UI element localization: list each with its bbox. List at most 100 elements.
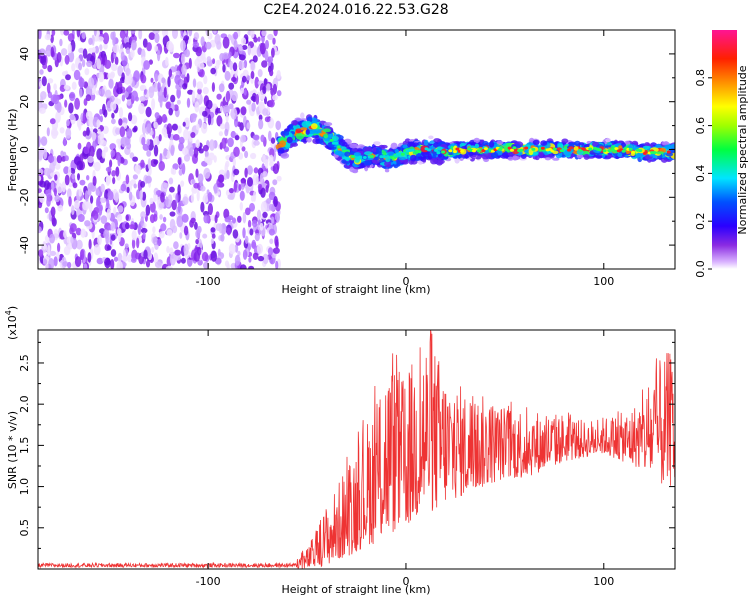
- signal-blob: [484, 152, 493, 158]
- noise-blob: [133, 183, 137, 189]
- signal-blob: [394, 148, 399, 154]
- noise-blob: [230, 107, 238, 120]
- noise-blob: [203, 167, 211, 179]
- noise-blob: [246, 75, 251, 81]
- noise-blob: [49, 118, 56, 125]
- noise-blob: [117, 65, 124, 77]
- noise-blob: [169, 253, 176, 266]
- noise-blob: [145, 204, 151, 216]
- noise-blob: [234, 244, 239, 253]
- noise-blob: [146, 42, 152, 52]
- noise-blob: [205, 41, 212, 50]
- noise-blob: [233, 168, 240, 176]
- signal-blob: [355, 148, 363, 152]
- noise-blob: [197, 259, 203, 266]
- noise-blob: [96, 119, 101, 128]
- noise-blob: [117, 214, 123, 222]
- noise-blob: [110, 249, 117, 257]
- noise-blob: [238, 152, 244, 160]
- noise-blob: [181, 53, 186, 65]
- noise-blob: [105, 89, 112, 99]
- noise-blob: [239, 201, 243, 211]
- noise-blob: [50, 34, 54, 44]
- noise-blob: [74, 97, 80, 110]
- noise-blob: [266, 198, 272, 204]
- noise-blob: [173, 52, 180, 59]
- noise-blob: [114, 192, 119, 203]
- noise-blob: [182, 121, 186, 127]
- signal-blob: [583, 144, 590, 148]
- noise-blob: [212, 103, 218, 109]
- signal-core-blob: [483, 147, 488, 151]
- noise-blob: [209, 139, 215, 151]
- noise-blob: [259, 42, 266, 55]
- noise-blob: [148, 59, 153, 65]
- noise-blob: [219, 53, 225, 62]
- noise-blob: [218, 131, 223, 137]
- signal-blob: [512, 148, 520, 155]
- noise-blob: [167, 194, 173, 205]
- signal-blob: [402, 144, 408, 149]
- noise-blob: [238, 45, 243, 51]
- noise-blob: [244, 150, 249, 159]
- noise-blob: [174, 249, 182, 256]
- noise-blob: [141, 136, 146, 146]
- signal-blob: [295, 132, 305, 140]
- noise-blob: [86, 175, 90, 181]
- noise-blob: [192, 78, 197, 88]
- signal-blob: [605, 138, 611, 143]
- noise-blob: [47, 155, 55, 163]
- noise-blob: [53, 256, 58, 267]
- noise-blob: [110, 63, 118, 72]
- noise-blob: [195, 239, 199, 245]
- noise-blob: [154, 45, 159, 52]
- noise-blob: [103, 229, 110, 239]
- noise-blob: [182, 147, 189, 156]
- noise-blob: [242, 211, 247, 224]
- noise-blob: [67, 261, 72, 269]
- signal-blob: [396, 159, 401, 167]
- x-tick-label: -100: [196, 575, 221, 588]
- signal-blob: [578, 142, 585, 146]
- noise-blob: [98, 88, 105, 97]
- noise-blob: [234, 135, 240, 141]
- noise-blob: [168, 68, 172, 78]
- noise-blob: [197, 87, 202, 95]
- noise-blob: [276, 175, 282, 182]
- x-tick-label: 0: [402, 575, 409, 588]
- noise-blob: [184, 49, 190, 58]
- signal-blob: [661, 141, 670, 146]
- noise-blob: [186, 97, 191, 108]
- noise-blob: [238, 60, 245, 70]
- noise-blob: [40, 53, 47, 66]
- noise-blob: [45, 50, 52, 56]
- noise-blob: [264, 50, 269, 61]
- noise-blob: [214, 214, 218, 224]
- noise-blob: [56, 52, 62, 63]
- signal-core-blob: [481, 149, 486, 152]
- noise-blob: [171, 199, 177, 211]
- noise-blob: [250, 195, 255, 202]
- signal-blob: [464, 154, 470, 159]
- signal-core-blob: [453, 150, 457, 154]
- noise-blob: [38, 249, 44, 258]
- noise-blob: [100, 183, 105, 193]
- noise-blob: [122, 249, 127, 262]
- noise-blob: [88, 116, 95, 128]
- noise-blob: [101, 149, 106, 159]
- signal-core-blob: [396, 152, 400, 156]
- noise-blob: [51, 127, 58, 139]
- noise-blob: [38, 226, 42, 234]
- signal-blob: [305, 121, 312, 126]
- noise-blob: [128, 112, 133, 122]
- noise-blob: [165, 101, 171, 110]
- signal-core-blob: [498, 148, 503, 151]
- noise-blob: [133, 125, 138, 132]
- noise-blob: [163, 87, 167, 99]
- noise-blob: [251, 102, 256, 112]
- noise-blob: [110, 100, 117, 111]
- noise-blob: [169, 211, 176, 217]
- noise-blob: [192, 41, 200, 48]
- noise-blob: [111, 170, 116, 177]
- noise-blob: [153, 213, 158, 222]
